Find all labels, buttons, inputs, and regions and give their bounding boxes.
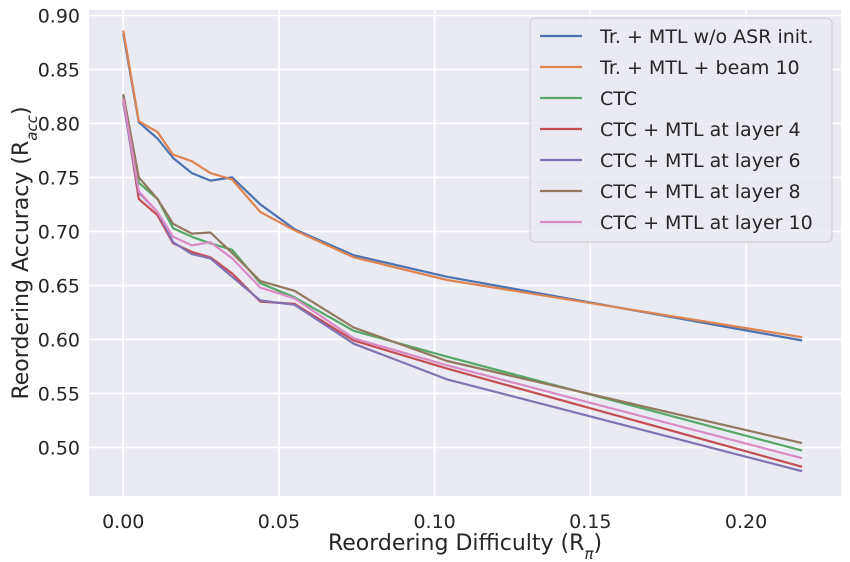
x-tick-label: 0.15 [569, 511, 611, 533]
y-tick-label: 0.90 [38, 5, 80, 27]
series-line [122, 33, 803, 342]
legend-label: Tr. + MTL w/o ASR init. [599, 26, 814, 48]
y-tick-labels: 0.50 0.55 0.60 0.65 0.70 0.75 0.80 0.85 0.90 [38, 5, 80, 459]
legend-label: CTC + MTL at layer 6 [600, 150, 801, 172]
series-line [122, 30, 803, 339]
y-tick-label: 0.85 [38, 59, 80, 81]
y-tick-label: 0.75 [38, 167, 80, 189]
legend-label: CTC + MTL at layer 8 [600, 181, 801, 203]
legend-label: CTC [600, 88, 637, 110]
x-tick-label: 0.00 [102, 511, 144, 533]
series-lines [122, 30, 803, 473]
legend-label: Tr. + MTL + beam 10 [599, 57, 800, 79]
y-tick-label: 0.70 [38, 221, 80, 243]
legend-label: CTC + MTL at layer 10 [600, 212, 813, 234]
y-tick-label: 0.50 [38, 437, 80, 459]
legend-box [529, 17, 833, 243]
series-line [122, 99, 803, 468]
x-tick-label: 0.05 [258, 511, 300, 533]
y-axis-label: Reordering Accuracy (Racc) [9, 106, 41, 399]
legend: Tr. + MTL w/o ASR init. Tr. + MTL + beam … [529, 17, 833, 243]
series-line [122, 93, 803, 445]
legend-label: CTC + MTL at layer 4 [600, 119, 801, 141]
y-tick-label: 0.65 [38, 275, 80, 297]
series-line [122, 98, 803, 460]
x-tick-label: 0.20 [725, 511, 767, 533]
y-tick-label: 0.80 [38, 113, 80, 135]
x-tick-label: 0.10 [413, 511, 455, 533]
x-tick-labels: 0.00 0.05 0.10 0.15 0.20 [102, 511, 767, 533]
x-axis-label: Reordering Difficulty (Rπ) [328, 531, 602, 562]
y-tick-label: 0.60 [38, 329, 80, 351]
y-tick-label: 0.55 [38, 383, 80, 405]
